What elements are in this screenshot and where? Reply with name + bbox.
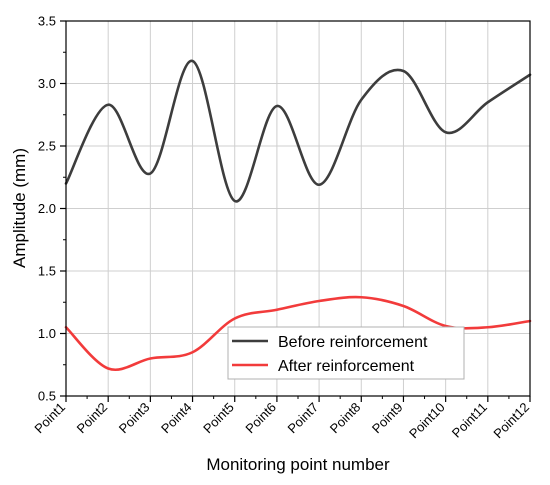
y-tick-label: 2.0 <box>38 201 56 216</box>
y-tick-label: 2.5 <box>38 139 56 154</box>
x-tick-label: Point9 <box>369 400 406 437</box>
x-tick-label: Point3 <box>116 400 153 437</box>
x-tick-label: Point11 <box>449 400 490 441</box>
y-tick-label: 3.0 <box>38 76 56 91</box>
legend-label-before-reinforcement: Before reinforcement <box>278 334 428 351</box>
legend: Before reinforcement After reinforcement <box>227 326 465 380</box>
y-tick-label: 3.5 <box>38 14 56 29</box>
x-tick-label: Point10 <box>406 400 448 442</box>
legend-box <box>227 326 465 380</box>
x-tick-label: Point8 <box>327 400 364 437</box>
series-line-before-reinforcement <box>64 59 532 203</box>
x-tick-label: Point4 <box>158 400 195 437</box>
y-tick-label: 0.5 <box>38 389 56 404</box>
x-tick-label: Point5 <box>200 400 237 437</box>
x-tick-label: Point7 <box>285 400 322 437</box>
x-axis-title: Monitoring point number <box>206 455 390 474</box>
legend-label-after-reinforcement: After reinforcement <box>278 358 415 375</box>
x-tick-label: Point12 <box>490 400 532 442</box>
x-tick-label: Point6 <box>242 400 279 437</box>
y-tick-label: 1.5 <box>38 264 56 279</box>
x-tick-label: Point1 <box>31 400 68 437</box>
y-axis-title: Amplitude (mm) <box>10 148 29 268</box>
y-tick-label: 1.0 <box>38 326 56 341</box>
x-tick-label: Point2 <box>74 400 111 437</box>
